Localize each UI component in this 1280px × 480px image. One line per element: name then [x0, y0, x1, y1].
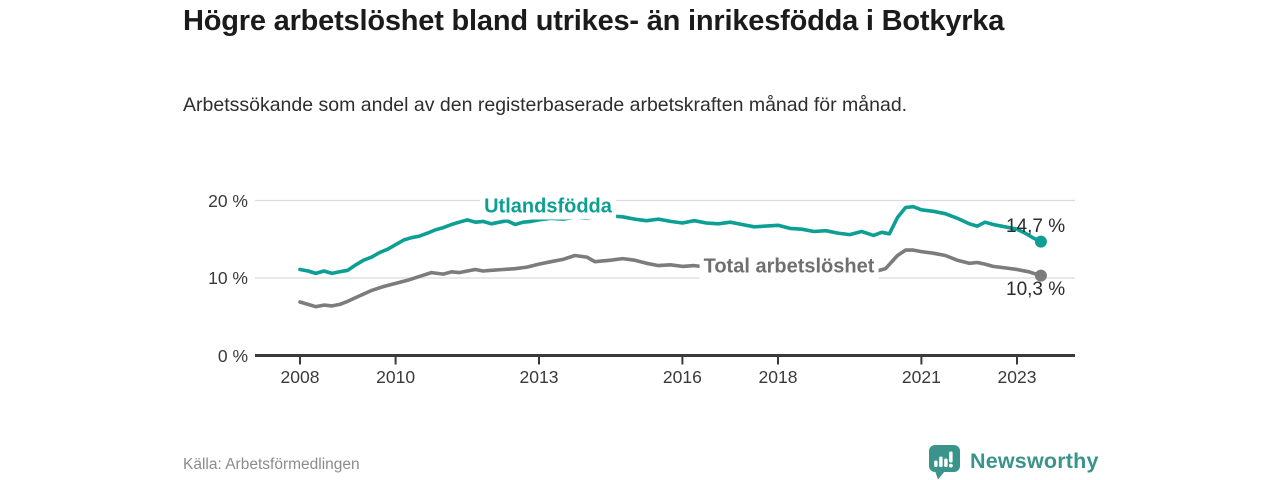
page-subtitle: Arbetssökande som andel av den registerb…	[183, 94, 908, 116]
end-value-label-total-arbetsloshet: 10,3 %	[1006, 279, 1066, 300]
x-tick-label: 2018	[758, 367, 798, 387]
source-note: Källa: Arbetsförmedlingen	[183, 456, 360, 473]
newsworthy-wordmark: Newsworthy	[970, 449, 1099, 473]
series-label-total-arbetsloshet: Total arbetslöshet	[699, 254, 879, 280]
x-tick-label: 2010	[376, 367, 416, 387]
page-title: Högre arbetslöshet bland utrikes- än inr…	[183, 5, 1005, 37]
end-value-label-utlandsfodda: 14,7 %	[1006, 216, 1066, 237]
x-tick-label: 2013	[519, 367, 559, 387]
series-end-dot	[1034, 235, 1047, 248]
series-label-utlandsfodda: Utlandsfödda	[480, 194, 616, 220]
newsworthy-logo: Newsworthy	[926, 443, 1099, 480]
series-line	[298, 248, 1043, 309]
series-line	[298, 204, 1043, 276]
y-tick-label: 0 %	[217, 345, 248, 366]
x-tick-label: 2008	[280, 367, 320, 387]
series-end-dot	[1034, 269, 1047, 282]
y-tick-label: 10 %	[208, 268, 248, 288]
x-tick-label: 2023	[997, 367, 1037, 387]
y-tick-label: 20 %	[208, 190, 248, 211]
x-tick-label: 2021	[901, 367, 941, 387]
newsworthy-bar-chart-bubble-icon	[929, 445, 960, 480]
x-tick-label: 2016	[662, 367, 702, 387]
